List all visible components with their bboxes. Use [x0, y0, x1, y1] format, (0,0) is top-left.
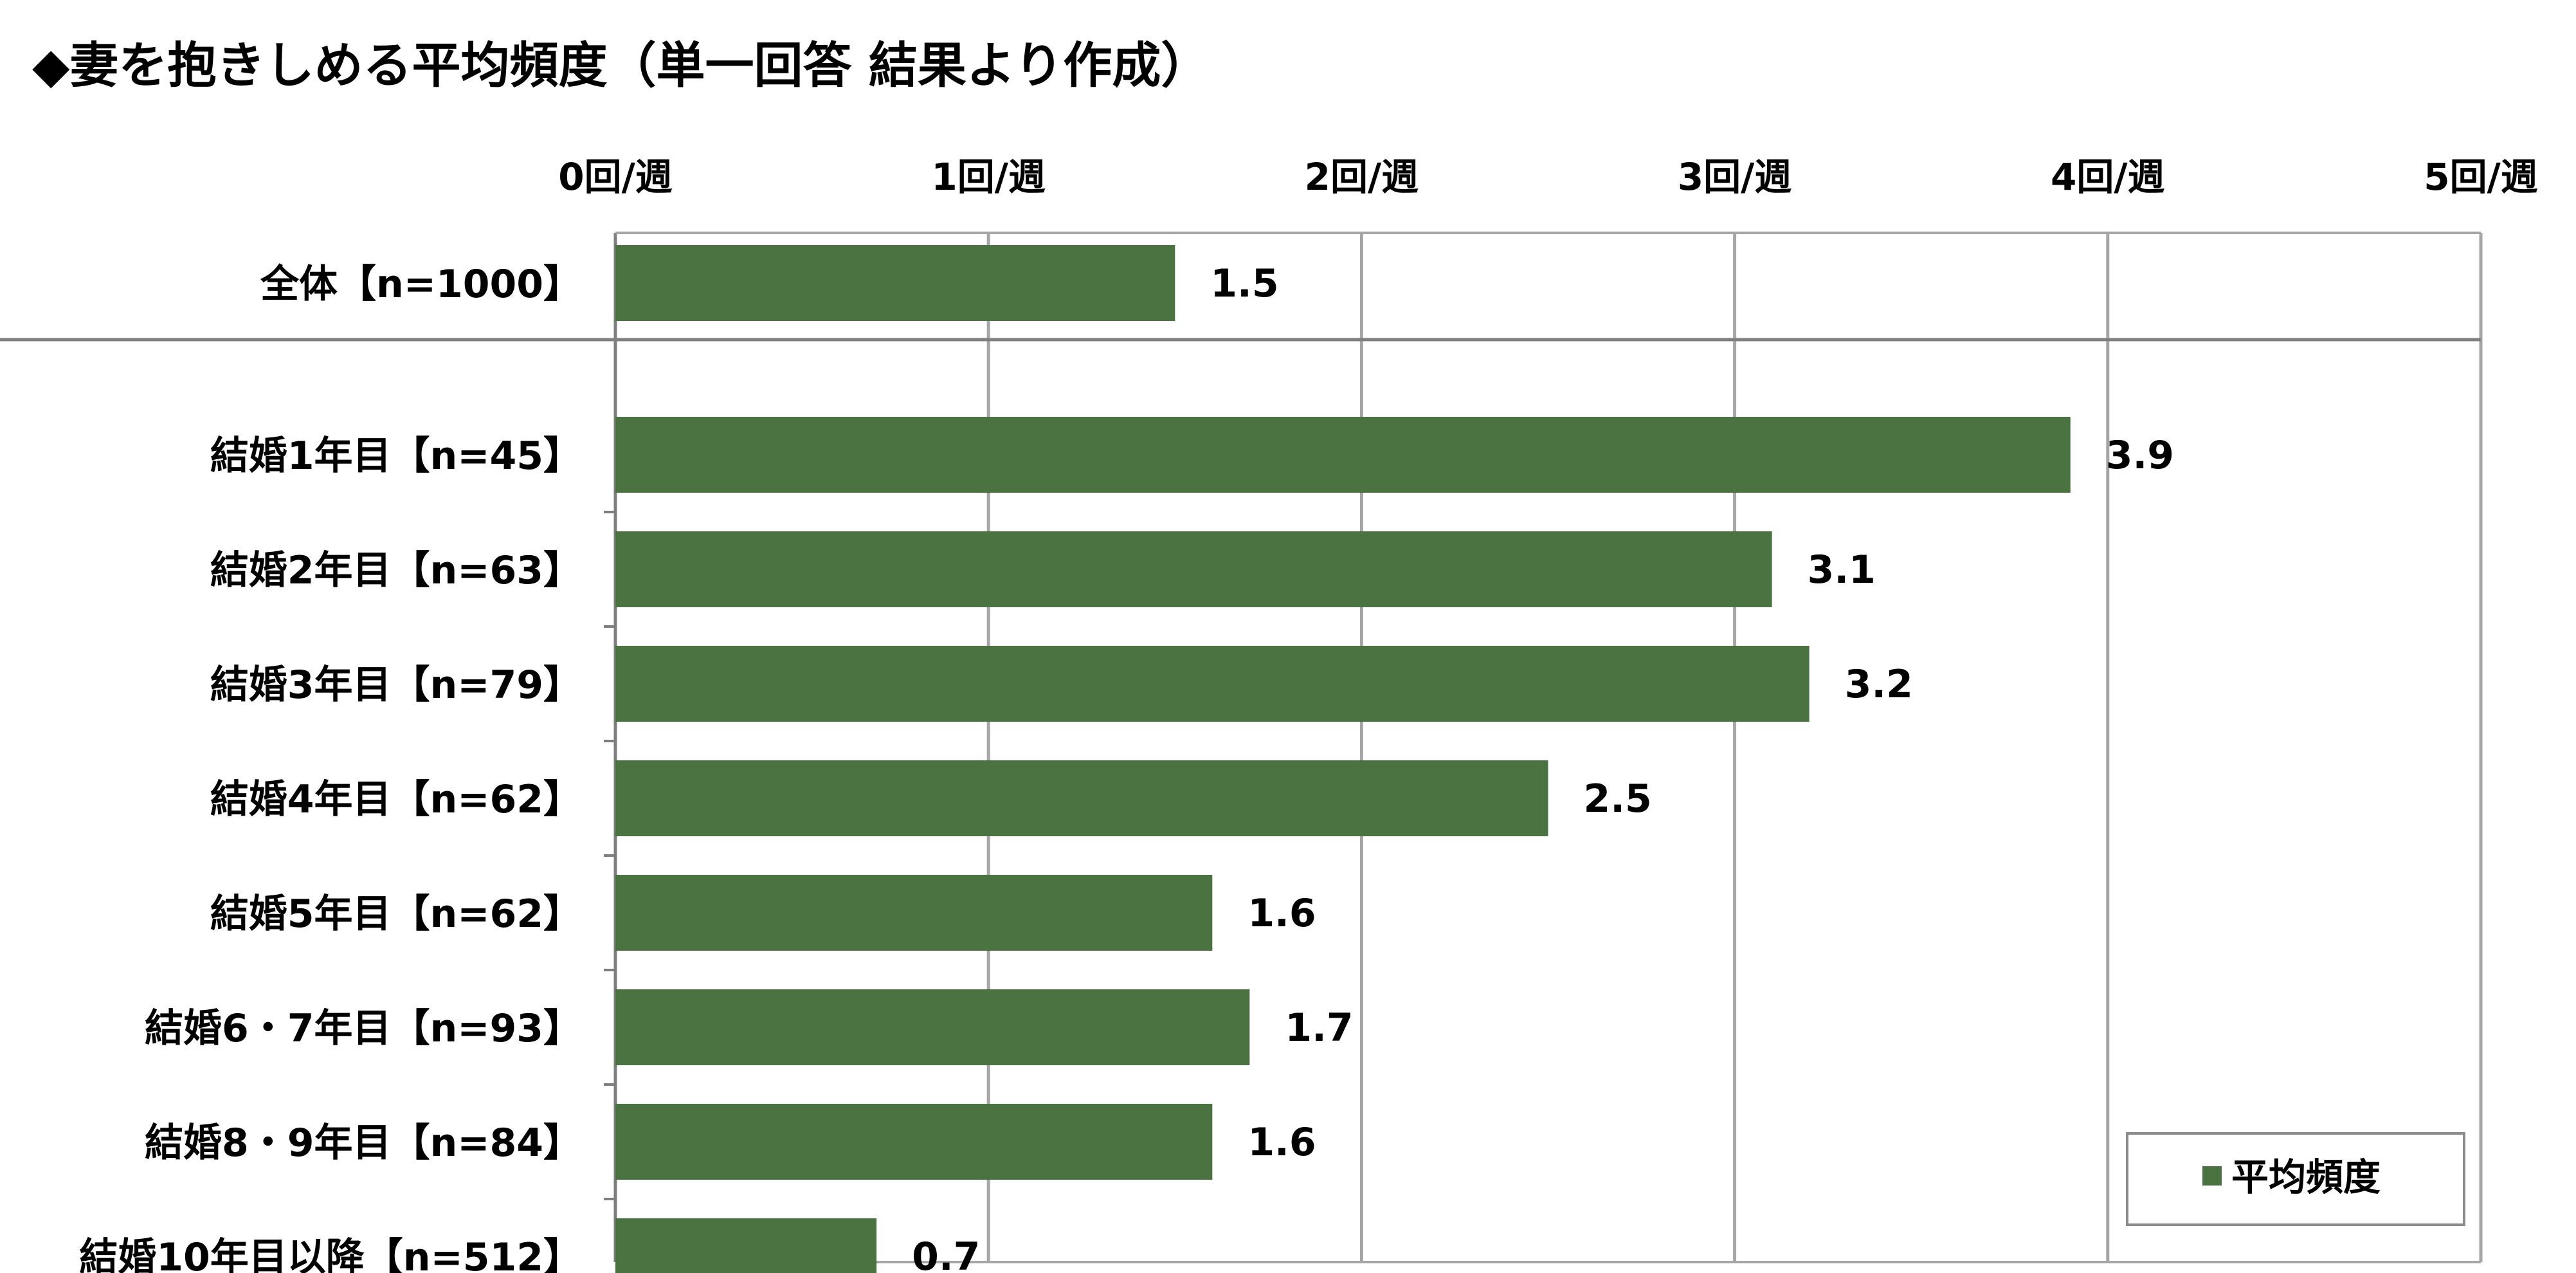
bar	[615, 760, 1548, 836]
category-label: 結婚8・9年目【n=84】	[145, 1121, 582, 1166]
value-label: 3.1	[1808, 547, 1876, 592]
value-label: 1.7	[1285, 1005, 1353, 1050]
bar	[615, 875, 1213, 951]
value-label: 1.6	[1247, 891, 1316, 936]
x-axis-ticks: 0回/週 1回/週 2回/週 3回/週 4回/週 5回/週	[558, 155, 2538, 199]
x-tick-label: 5回/週	[2424, 155, 2538, 199]
legend-label: 平均頻度	[2231, 1155, 2381, 1199]
value-label: 0.7	[912, 1234, 980, 1273]
bar	[615, 646, 1810, 722]
category-label: 結婚1年目【n=45】	[210, 434, 582, 479]
gridlines	[0, 232, 2483, 1263]
category-label: 結婚6・7年目【n=93】	[145, 1006, 582, 1051]
chart-title: ◆妻を抱きしめる平均頻度（単一回答 結果より作成）	[32, 37, 1210, 94]
value-label: 2.5	[1584, 776, 1652, 821]
bar	[615, 531, 1772, 607]
x-tick-label: 3回/週	[1678, 155, 1792, 199]
category-label: 結婚4年目【n=62】	[210, 777, 582, 822]
value-label: 1.5	[1210, 261, 1278, 306]
legend-box	[2126, 1132, 2465, 1226]
bar	[615, 1218, 877, 1273]
legend: 平均頻度	[2126, 1132, 2465, 1226]
bar	[615, 1104, 1213, 1180]
category-labels: 全体【n=1000】結婚1年目【n=45】結婚2年目【n=63】結婚3年目【n=…	[79, 262, 582, 1273]
category-label: 結婚2年目【n=63】	[210, 548, 582, 593]
bar	[615, 989, 1250, 1065]
x-tick-label: 2回/週	[1305, 155, 1419, 199]
category-label: 全体【n=1000】	[260, 262, 582, 307]
bar	[615, 245, 1175, 321]
value-labels: 1.5 3.9 3.1 3.2 2.5 1.6 1.7 1.6 0.7	[912, 261, 2174, 1273]
bars	[615, 245, 2071, 1273]
category-label: 結婚10年目以降【n=512】	[79, 1235, 582, 1273]
x-tick-label: 1回/週	[931, 155, 1046, 199]
category-label: 結婚5年目【n=62】	[210, 892, 582, 937]
x-tick-label: 0回/週	[558, 155, 673, 199]
bar	[615, 417, 2071, 493]
legend-swatch	[2202, 1166, 2222, 1186]
value-label: 3.2	[1845, 662, 1913, 707]
value-label: 3.9	[2106, 433, 2174, 478]
value-label: 1.6	[1247, 1120, 1316, 1165]
x-tick-label: 4回/週	[2051, 155, 2165, 199]
category-label: 結婚3年目【n=79】	[210, 663, 582, 708]
